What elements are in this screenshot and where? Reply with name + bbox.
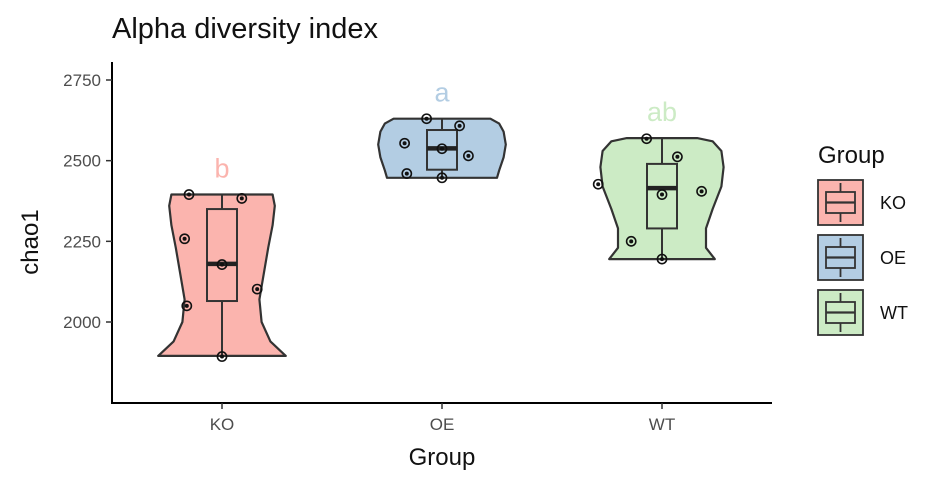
data-point-core [402, 141, 407, 146]
legend-title: Group [818, 142, 885, 169]
data-point [641, 133, 652, 145]
data-point [216, 259, 228, 270]
data-point-core [239, 196, 244, 201]
chart-title: Alpha diversity index [112, 13, 378, 45]
data-point-core [220, 354, 224, 359]
legend-key-oe: OE [817, 234, 906, 281]
data-point-core [629, 239, 634, 244]
data-point [696, 185, 707, 197]
data-point-core [255, 287, 260, 292]
data-point [436, 172, 448, 184]
data-point-core [660, 192, 664, 197]
data-point-core [466, 153, 471, 158]
significance-label: a [434, 78, 450, 108]
data-point [236, 193, 248, 204]
significance-label: ab [647, 97, 677, 127]
y-axis-title: chao1 [17, 209, 44, 274]
data-point-core [424, 116, 429, 121]
data-point [251, 283, 263, 295]
plot-area: b a ab [157, 78, 725, 362]
data-point-core [440, 146, 444, 151]
data-point-core [699, 189, 704, 194]
data-point-core [644, 136, 649, 141]
legend-key-ko: KO [817, 179, 906, 226]
legend-label: OE [880, 248, 906, 268]
box-iqr [646, 162, 678, 230]
data-point [436, 143, 448, 155]
box-iqr [206, 208, 238, 303]
data-point-core [596, 182, 601, 187]
group-wt: ab [592, 97, 725, 265]
data-point-core [675, 154, 680, 159]
significance-label: b [214, 154, 229, 184]
y-tick-label: 2250 [63, 232, 101, 251]
data-point [454, 120, 465, 132]
x-tick-label: KO [210, 415, 235, 434]
group-oe: a [377, 78, 507, 184]
data-point-core [187, 192, 191, 197]
x-axis-title: Group [409, 444, 476, 471]
data-point [656, 253, 668, 265]
data-point-core [182, 236, 187, 241]
data-point [181, 300, 193, 312]
legend: Group KO OE WT [817, 142, 908, 336]
data-point [179, 233, 190, 245]
data-point [401, 168, 413, 179]
y-tick-label: 2500 [63, 152, 101, 171]
data-point-core [404, 171, 409, 176]
data-point [421, 113, 432, 125]
data-point [216, 351, 228, 362]
legend-key-wt: WT [817, 289, 908, 336]
axis-ticks: 2000 2250 2500 2750 KO OE WT [63, 71, 675, 434]
x-tick-label: WT [649, 415, 675, 434]
data-point [399, 137, 410, 149]
data-point-core [184, 303, 189, 308]
data-point [656, 189, 668, 200]
data-point-core [220, 262, 224, 267]
legend-label: KO [880, 193, 906, 213]
data-point [462, 150, 474, 162]
data-point [625, 235, 637, 247]
y-tick-label: 2750 [63, 71, 101, 90]
data-point-core [440, 175, 444, 180]
group-ko: b [157, 154, 287, 362]
data-point-core [457, 123, 462, 128]
legend-label: WT [880, 303, 908, 323]
data-point [183, 189, 195, 200]
data-point [592, 178, 604, 190]
y-tick-label: 2000 [63, 313, 101, 332]
violin-ko [157, 193, 287, 357]
data-point-core [660, 257, 664, 262]
x-tick-label: OE [430, 415, 455, 434]
data-point [672, 151, 683, 163]
